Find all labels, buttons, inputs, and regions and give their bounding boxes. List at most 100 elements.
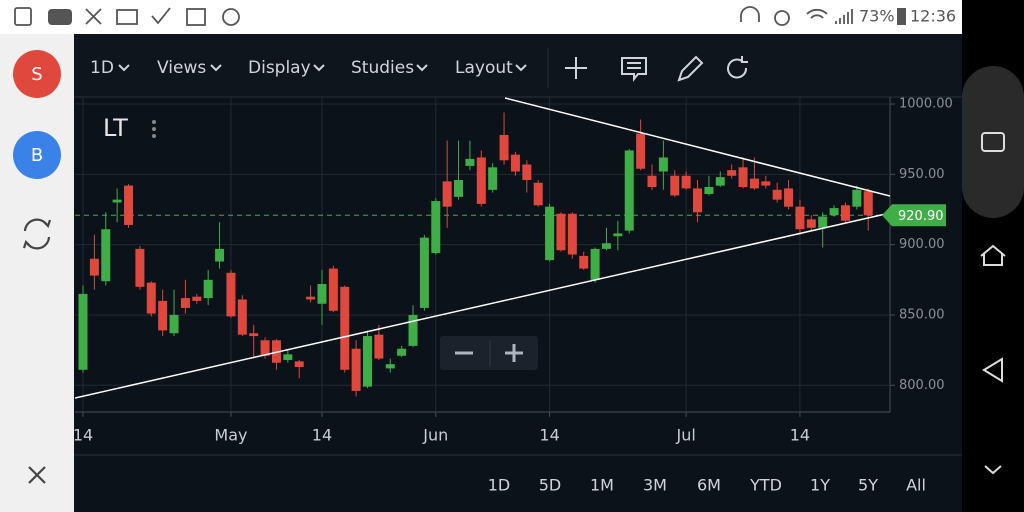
candle-body	[499, 134, 509, 161]
interval[interactable]: 1D	[90, 58, 114, 78]
candle-body	[397, 348, 407, 356]
zoom-in[interactable]	[505, 344, 523, 362]
candle-body	[601, 243, 611, 249]
avatar[interactable]	[13, 131, 61, 179]
menu[interactable]: Studies	[351, 58, 414, 78]
candle-body	[567, 213, 577, 255]
avatar-letter: B	[31, 145, 43, 166]
candle-body	[715, 177, 725, 186]
candle-body	[101, 229, 111, 282]
battery: 73%	[859, 7, 895, 26]
candle-body	[465, 158, 475, 166]
range-button[interactable]: 1Y	[810, 476, 830, 495]
symbol-menu[interactable]	[152, 120, 156, 138]
candle-body	[203, 279, 213, 299]
candle-body	[488, 167, 498, 190]
last-price-tag	[882, 204, 946, 227]
candle-body	[112, 199, 122, 203]
trendline	[504, 97, 890, 197]
range-button[interactable]: 1D	[488, 476, 511, 495]
last-price-label: 920.90	[898, 209, 944, 224]
avatar-letter: S	[31, 64, 42, 85]
toolbar	[74, 34, 962, 97]
close-icon[interactable]	[28, 466, 46, 484]
x-tick-label: 14	[790, 426, 810, 445]
candle-body	[818, 216, 828, 228]
candle-body	[363, 336, 372, 387]
candle-body	[840, 205, 850, 221]
status-icons	[14, 6, 906, 26]
candle-body	[556, 213, 566, 251]
candle-body	[727, 170, 737, 176]
candle-body	[283, 354, 293, 360]
add-icon[interactable]	[565, 57, 587, 79]
candle-body	[681, 175, 691, 189]
clock: 12:36	[910, 7, 956, 26]
candle-body	[385, 364, 395, 369]
menu[interactable]: Views	[157, 58, 206, 78]
candle-body	[829, 208, 839, 216]
x-tick-label: Jun	[422, 426, 448, 445]
chevrons	[118, 64, 527, 72]
candle-body	[795, 206, 805, 230]
range-button[interactable]: 3M	[643, 476, 667, 495]
range-button[interactable]: 1M	[590, 476, 614, 495]
comment-icon[interactable]	[621, 57, 647, 82]
draw-icon[interactable]	[677, 55, 704, 82]
candles	[78, 112, 873, 397]
x-tick-label: 14	[73, 426, 93, 445]
nav-icons[interactable]	[980, 132, 1006, 475]
candle-body	[545, 206, 555, 261]
candle-body	[738, 167, 748, 187]
candle-body	[192, 296, 202, 301]
range-button[interactable]: YTD	[749, 476, 782, 495]
candle-body	[78, 293, 88, 370]
candle-body	[772, 189, 782, 200]
candle-body	[636, 133, 646, 169]
menu[interactable]: Display	[248, 58, 311, 78]
candle-body	[408, 314, 418, 346]
trendline	[75, 212, 890, 399]
y-tick-label: 950.00	[899, 167, 945, 182]
candle-body	[419, 237, 429, 308]
menu[interactable]: Layout	[455, 58, 513, 78]
candle-body	[863, 191, 873, 216]
candle-body	[351, 348, 361, 391]
candle-body	[761, 181, 771, 186]
y-tick-label: 800.00	[899, 378, 945, 393]
range-button[interactable]: 5Y	[858, 476, 878, 495]
zoom-controls	[440, 336, 538, 370]
range-button[interactable]: 6M	[697, 476, 721, 495]
status-bar	[0, 0, 962, 34]
sync-icon[interactable]	[22, 218, 52, 250]
candle-body	[658, 157, 668, 172]
candle-body	[852, 189, 862, 207]
symbol: LT	[103, 114, 128, 142]
candle-body	[704, 187, 714, 195]
avatar[interactable]	[13, 50, 61, 98]
candle-body	[146, 282, 156, 314]
candle-body	[317, 284, 327, 304]
candle-body	[522, 164, 532, 180]
range-buttons: 1D 5D 1M 3M 6M YTD 1Y 5Y All	[488, 476, 926, 495]
candle-body	[454, 179, 464, 197]
candle-body	[647, 175, 657, 187]
candle-body	[294, 361, 304, 367]
candle-body	[579, 255, 589, 269]
range-button[interactable]: All	[906, 476, 926, 495]
candle-body	[89, 258, 99, 276]
candle-body	[260, 340, 270, 356]
range-button[interactable]: 5D	[539, 476, 562, 495]
candle-body	[442, 181, 452, 207]
candle-body	[476, 157, 486, 204]
reset-icon[interactable]	[727, 56, 748, 79]
nav-pill	[962, 66, 1024, 218]
candle-body	[749, 178, 759, 189]
x-tick-label: 14	[539, 426, 559, 445]
y-tick-label: 850.00	[899, 307, 945, 322]
candle-body	[431, 201, 441, 254]
x-tick-label: 14	[312, 426, 332, 445]
candle-body	[169, 314, 179, 334]
x-tick-label: Jul	[675, 426, 695, 445]
